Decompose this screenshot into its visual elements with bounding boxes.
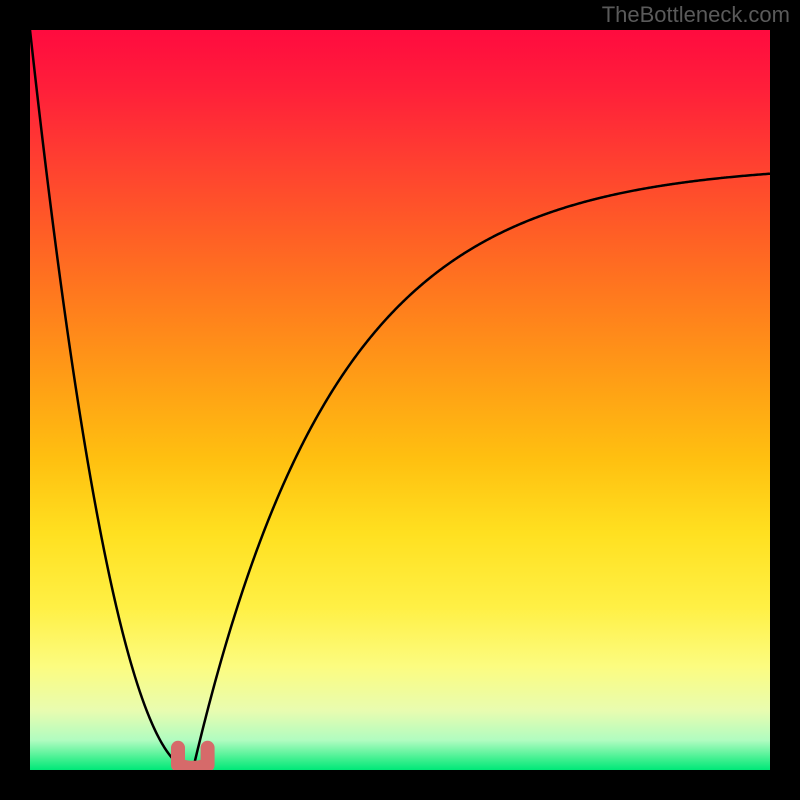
chart-wrapper: TheBottleneck.com bbox=[0, 0, 800, 800]
watermark-text: TheBottleneck.com bbox=[602, 2, 790, 28]
bottleneck-chart bbox=[0, 0, 800, 800]
plot-background bbox=[30, 30, 770, 770]
